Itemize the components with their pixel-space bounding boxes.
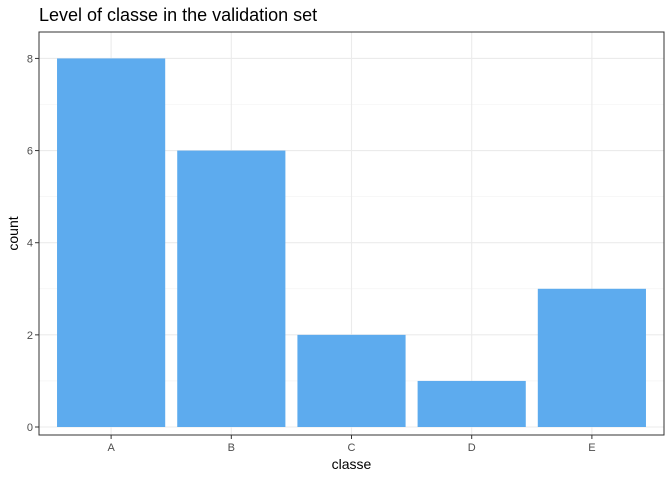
bars [57, 58, 646, 428]
y-tick-label: 6 [27, 146, 33, 158]
y-tick-label: 4 [27, 238, 33, 250]
bar-D [417, 380, 526, 427]
bar-A [57, 58, 166, 428]
bar-E [537, 288, 646, 427]
x-tick-label: D [468, 442, 476, 454]
bar-B [177, 150, 286, 428]
y-axis-ticks: 0 2 4 6 8 [27, 53, 39, 434]
x-axis-title: classe [332, 456, 372, 472]
y-tick-label: 0 [27, 422, 33, 434]
x-axis-ticks: A B C D E [107, 435, 596, 454]
x-tick-label: B [228, 442, 235, 454]
chart-title: Level of classe in the validation set [39, 5, 317, 25]
x-tick-label: E [588, 442, 595, 454]
bar-C [297, 334, 406, 427]
x-tick-label: C [348, 442, 356, 454]
y-axis-title: count [5, 216, 21, 250]
y-tick-label: 8 [27, 53, 33, 65]
x-tick-label: A [107, 442, 115, 454]
y-tick-label: 2 [27, 330, 33, 342]
